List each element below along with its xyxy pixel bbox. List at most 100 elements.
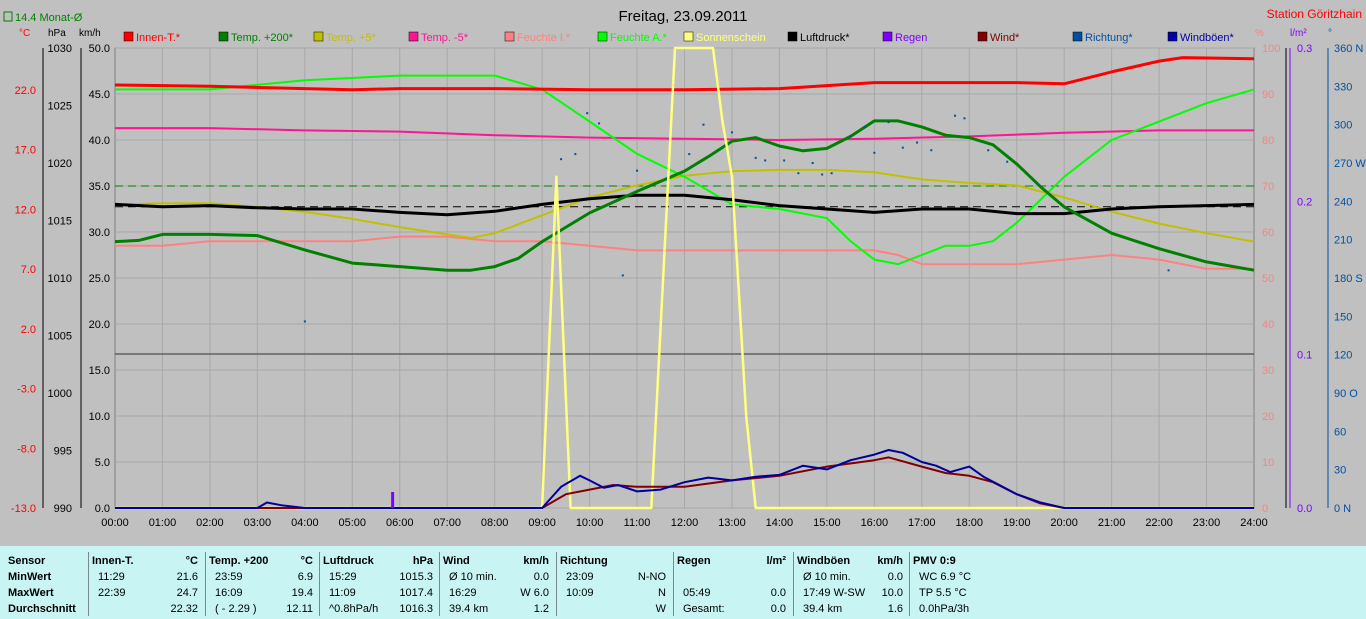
- direction-point: [849, 135, 852, 138]
- y-tick-label-percent: 80: [1262, 135, 1274, 147]
- series-line: [115, 127, 1254, 141]
- direction-point: [621, 274, 624, 277]
- y-tick-label-percent: 50: [1262, 273, 1274, 285]
- y-tick-label-direction_deg: 240: [1334, 196, 1352, 208]
- legend-label: Luftdruck*: [800, 32, 850, 44]
- y-tick-label-kmh: 25.0: [89, 273, 110, 285]
- table-cell: 19.4: [291, 587, 313, 599]
- table-cell: PMV 0:9: [913, 555, 956, 567]
- direction-point: [830, 172, 833, 175]
- direction-point: [987, 149, 990, 152]
- y-tick-label-temp_c: -8.0: [17, 443, 36, 455]
- table-cell: Richtung: [560, 555, 608, 567]
- y-tick-label-direction_deg: 0 N: [1334, 503, 1351, 515]
- table-column-separator: [319, 552, 320, 616]
- monthly-marker-icon: [3, 11, 13, 22]
- direction-point: [764, 159, 767, 162]
- series-line: [114, 56, 1255, 92]
- y-tick-label-pressure_hpa: 1015: [48, 216, 72, 228]
- y-tick-label-kmh: 45.0: [89, 89, 110, 101]
- table-cell: WC 6.9 °C: [919, 571, 972, 583]
- x-tick-label: 21:00: [1098, 517, 1126, 529]
- direction-point: [754, 156, 757, 159]
- table-cell: N-NO: [637, 571, 666, 583]
- y-tick-label-percent: 100: [1262, 43, 1280, 55]
- table-cell: Luftdruck: [323, 555, 374, 567]
- x-tick-label: 03:00: [244, 517, 272, 529]
- axes: 00:00 01:00 02:00 03:00 04:00 05:00 06:00 07:00…: [11, 43, 1366, 529]
- direction-point: [598, 122, 601, 125]
- table-cell: TP 5.5 °C: [919, 587, 967, 599]
- direction-point: [1006, 160, 1009, 163]
- direction-point: [930, 149, 933, 152]
- x-tick-label: 08:00: [481, 517, 509, 529]
- table-cell: 1017.4: [399, 587, 433, 599]
- legend-swatch: [1072, 31, 1083, 42]
- table-cell: Temp. +200: [209, 555, 269, 567]
- table-column-separator: [556, 552, 557, 616]
- y-tick-label-direction_deg: 150: [1334, 311, 1352, 323]
- table-cell: N: [658, 587, 666, 599]
- legend-label: Temp. +5*: [326, 32, 377, 44]
- y-tick-label-temp_c: 7.0: [21, 264, 36, 276]
- y-tick-label-pressure_hpa: 1025: [48, 101, 72, 113]
- summary-table: Sensor MinWert MaxWert Durchschnitt Innen-T.…: [0, 546, 1366, 619]
- table-cell: Wind: [443, 555, 470, 567]
- unit-temp: °C: [19, 28, 30, 39]
- direction-point: [730, 131, 733, 134]
- x-tick-label: 14:00: [766, 517, 794, 529]
- direction-point: [811, 162, 814, 164]
- direction-point: [954, 114, 957, 117]
- table-cell: °C: [300, 555, 313, 567]
- table-cell: km/h: [523, 555, 549, 567]
- table-cell: Regen: [677, 555, 711, 567]
- direction-point: [916, 141, 919, 144]
- legend-swatch: [408, 31, 419, 42]
- table-cell: 16:09: [215, 587, 243, 599]
- y-tick-label-rain_lm2: 0.1: [1297, 350, 1312, 362]
- y-tick-label-pressure_hpa: 1000: [48, 388, 72, 400]
- table-cell: MinWert: [8, 571, 52, 583]
- y-tick-label-temp_c: -3.0: [17, 384, 36, 396]
- table-cell: 1.2: [533, 603, 549, 615]
- direction-point: [783, 159, 786, 162]
- legend-swatch: [1167, 31, 1178, 42]
- legend-label: Wind*: [990, 32, 1020, 44]
- table-cell: 0.0: [770, 587, 786, 599]
- table-cell: 05:49: [683, 587, 711, 599]
- table-column-separator: [909, 552, 910, 616]
- table-cell: 22.32: [170, 603, 198, 615]
- table-cell: 1.6: [887, 603, 903, 615]
- table-cell: 0.0: [887, 571, 903, 583]
- table-cell: 15:29: [329, 571, 357, 583]
- legend-label: Windböen*: [1180, 32, 1235, 44]
- table-cell: Gesamt:: [683, 603, 725, 615]
- x-tick-label: 12:00: [671, 517, 699, 529]
- direction-point: [1167, 269, 1170, 272]
- y-tick-label-direction_deg: 330: [1334, 81, 1352, 93]
- y-tick-label-kmh: 15.0: [89, 365, 110, 377]
- table-column-separator: [793, 552, 794, 616]
- y-tick-label-kmh: 30.0: [89, 227, 110, 239]
- table-cell: °C: [185, 555, 198, 567]
- table-cell: ( - 2.29 ): [215, 603, 257, 615]
- legend-label: Innen-T.*: [136, 32, 181, 44]
- y-tick-label-percent: 70: [1262, 181, 1274, 193]
- y-tick-label-rain_lm2: 0.0: [1297, 503, 1312, 515]
- series-line: [115, 74, 1255, 266]
- x-tick-label: 05:00: [339, 517, 367, 529]
- table-cell: 11:29: [98, 571, 125, 583]
- series-line: [114, 193, 1255, 217]
- x-tick-label: 24:00: [1240, 517, 1268, 529]
- direction-point: [863, 126, 866, 129]
- y-tick-label-percent: 10: [1262, 457, 1274, 469]
- table-cell: 23:09: [566, 571, 594, 583]
- chart-title: Freitag, 23.09.2011: [619, 8, 748, 25]
- table-cell: 1016.3: [399, 603, 433, 615]
- y-tick-label-temp_c: -13.0: [11, 503, 36, 515]
- x-tick-label: 13:00: [718, 517, 746, 529]
- table-cell: Innen-T.: [92, 555, 134, 567]
- legend-label: Temp. -5*: [421, 32, 469, 44]
- table-column-separator: [88, 552, 89, 616]
- series-line: [114, 119, 1255, 272]
